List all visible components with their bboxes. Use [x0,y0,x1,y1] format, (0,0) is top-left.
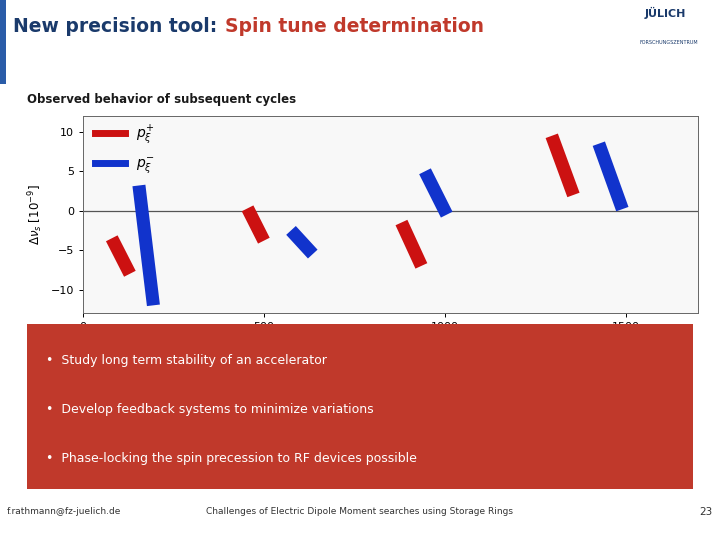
Legend: $p_{\xi}^{+}$, $p_{\xi}^{-}$: $p_{\xi}^{+}$, $p_{\xi}^{-}$ [89,118,161,182]
Text: Observed behavior of subsequent cycles: Observed behavior of subsequent cycles [27,93,297,106]
Polygon shape [242,205,270,244]
Text: •  Develop feedback systems to minimize variations: • Develop feedback systems to minimize v… [46,403,374,416]
Polygon shape [419,168,453,218]
Polygon shape [106,235,135,276]
Text: JÜLICH: JÜLICH [644,6,685,19]
Polygon shape [546,133,580,197]
Polygon shape [395,220,427,268]
Text: f.rathmann@fz-juelich.de: f.rathmann@fz-juelich.de [7,507,122,516]
Text: Challenges of Electric Dipole Moment searches using Storage Rings: Challenges of Electric Dipole Moment sea… [207,507,513,516]
Polygon shape [132,185,160,306]
Text: 23: 23 [700,507,713,517]
Y-axis label: $\Delta\nu_s$ [$10^{-9}$]: $\Delta\nu_s$ [$10^{-9}$] [26,184,45,245]
Polygon shape [593,141,629,211]
X-axis label: time $t$ [s]: time $t$ [s] [361,338,420,353]
Text: •  Phase-locking the spin precession to RF devices possible: • Phase-locking the spin precession to R… [46,453,417,465]
Polygon shape [287,226,318,259]
Text: New precision tool:: New precision tool: [13,17,224,36]
Bar [0,0,6,84]
Text: FORSCHUNGSZENTRUM: FORSCHUNGSZENTRUM [639,40,698,45]
Text: •  Study long term stability of an accelerator: • Study long term stability of an accele… [46,354,327,367]
Text: Spin tune determination: Spin tune determination [225,17,485,36]
